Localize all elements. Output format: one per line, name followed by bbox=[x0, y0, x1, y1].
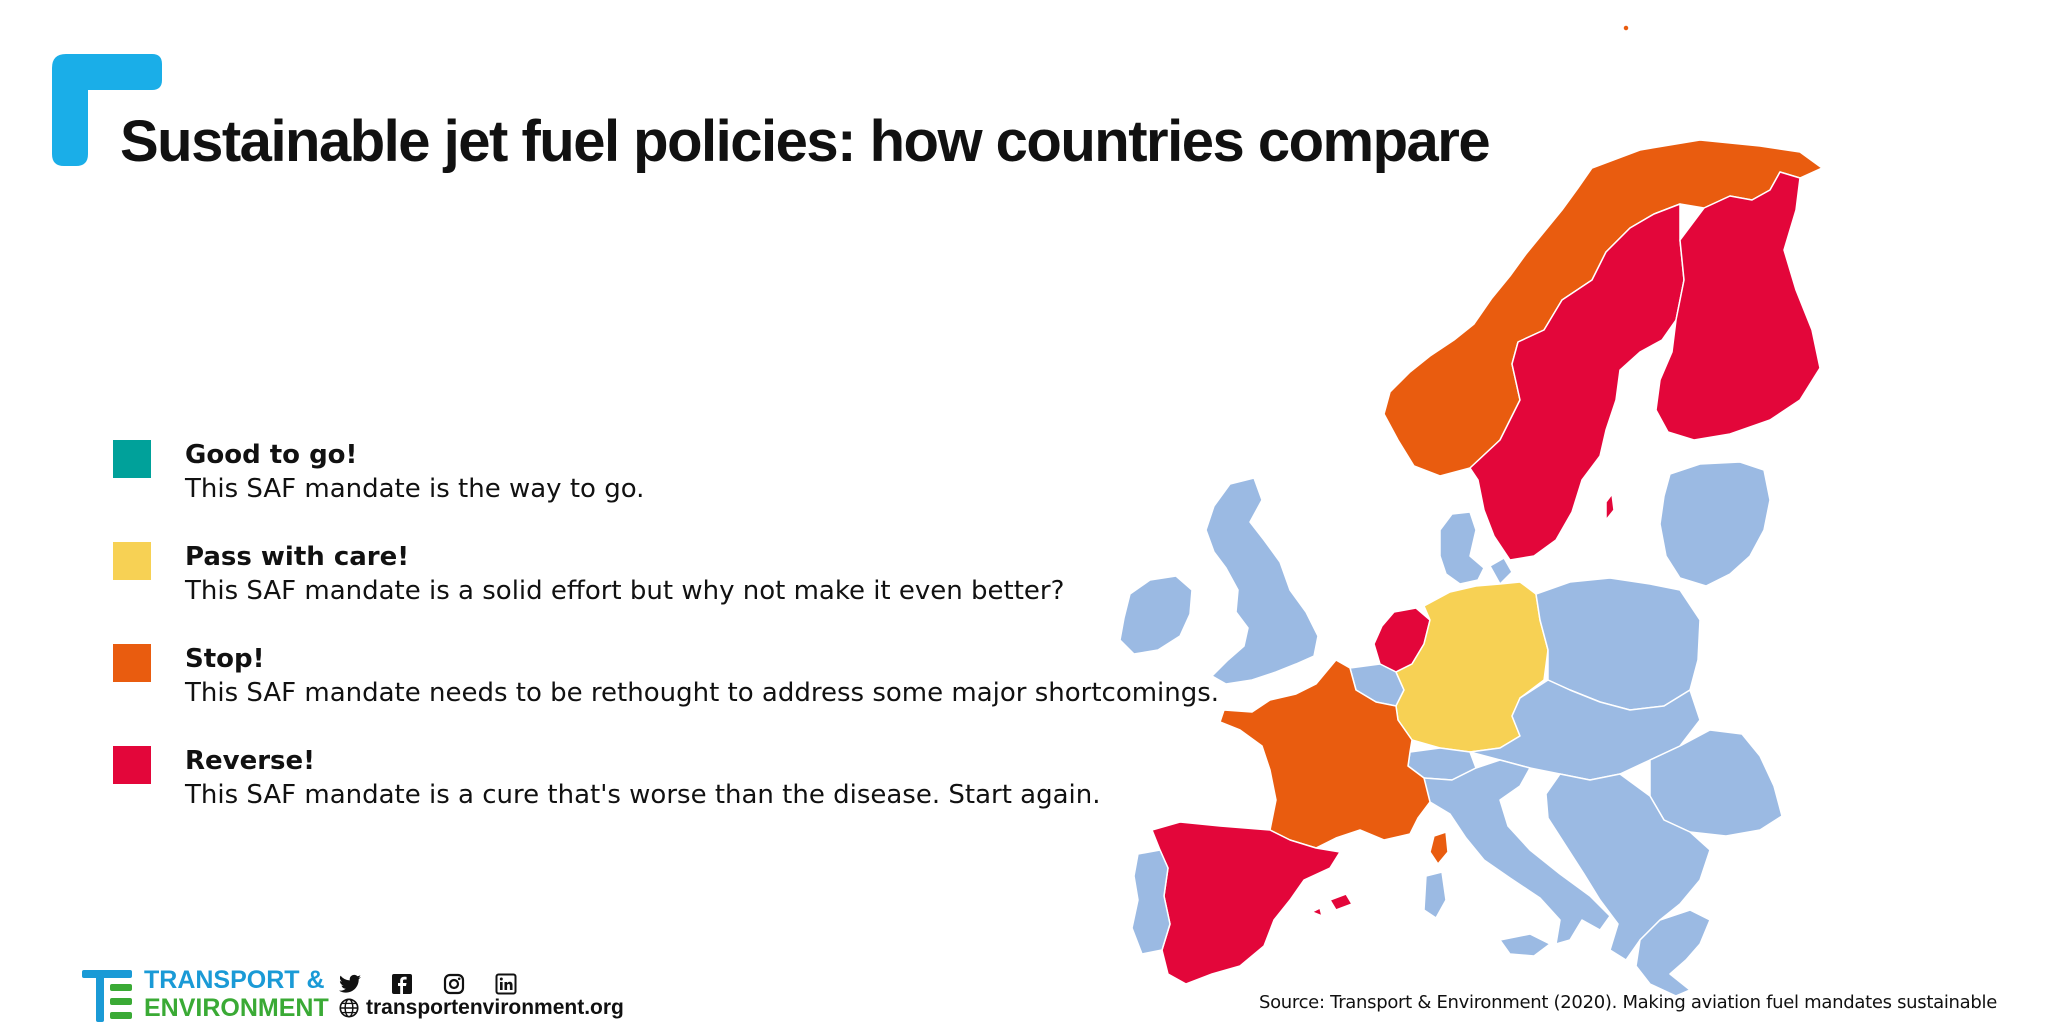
region-italy bbox=[1423, 759, 1611, 945]
brand-line-1: TRANSPORT & bbox=[144, 966, 325, 994]
twitter-icon[interactable] bbox=[338, 972, 362, 996]
region-france bbox=[1219, 659, 1431, 849]
legend-title: Pass with care! bbox=[185, 542, 410, 572]
legend-description: This SAF mandate is a cure that's worse … bbox=[185, 780, 1101, 810]
source-note: Source: Transport & Environment (2020). … bbox=[1258, 992, 1997, 1013]
linkedin-icon[interactable] bbox=[494, 972, 518, 996]
region-denmark bbox=[1439, 511, 1513, 585]
region-ireland bbox=[1119, 575, 1193, 655]
region-central-europe bbox=[1469, 679, 1701, 781]
legend-swatch-reverse bbox=[113, 746, 151, 784]
region-greece bbox=[1635, 909, 1711, 997]
legend-title: Stop! bbox=[185, 644, 265, 674]
region-finland bbox=[1655, 171, 1821, 441]
brand-line-2: ENVIRONMENT bbox=[144, 994, 329, 1022]
legend-description: This SAF mandate needs to be rethought t… bbox=[185, 678, 1220, 708]
legend-swatch-pass bbox=[113, 542, 151, 580]
legend-item-pass: Pass with care! This SAF mandate is a so… bbox=[113, 540, 1213, 642]
instagram-icon[interactable] bbox=[442, 972, 466, 996]
region-spain bbox=[1151, 821, 1341, 985]
legend-title: Good to go! bbox=[185, 440, 358, 470]
legend: Good to go! This SAF mandate is the way … bbox=[113, 438, 1219, 846]
legend-item-reverse: Reverse! This SAF mandate is a cure that… bbox=[113, 744, 1213, 846]
globe-icon bbox=[339, 998, 359, 1018]
website-text: transportenvironment.org bbox=[366, 996, 624, 1019]
corner-accent-icon bbox=[52, 54, 162, 166]
europe-map bbox=[1119, 24, 1823, 997]
legend-swatch-good bbox=[113, 440, 151, 478]
legend-item-good: Good to go! This SAF mandate is the way … bbox=[113, 438, 1213, 540]
brand-name: TRANSPORT & ENVIRONMENT bbox=[144, 966, 329, 1022]
region-portugal bbox=[1131, 849, 1171, 955]
region-uk bbox=[1205, 477, 1319, 685]
legend-item-stop: Stop! This SAF mandate needs to be retho… bbox=[113, 642, 1219, 744]
legend-title: Reverse! bbox=[185, 746, 316, 776]
te-logo-icon bbox=[82, 970, 132, 1022]
social-links bbox=[338, 972, 518, 996]
legend-description: This SAF mandate is a solid effort but w… bbox=[185, 576, 1065, 606]
legend-description: This SAF mandate is the way to go. bbox=[185, 474, 645, 504]
page-title: Sustainable jet fuel policies: how count… bbox=[120, 109, 1491, 174]
facebook-icon[interactable] bbox=[390, 972, 414, 996]
website-link[interactable]: transportenvironment.org bbox=[338, 996, 624, 1020]
region-baltics bbox=[1659, 461, 1771, 587]
legend-swatch-stop bbox=[113, 644, 151, 682]
